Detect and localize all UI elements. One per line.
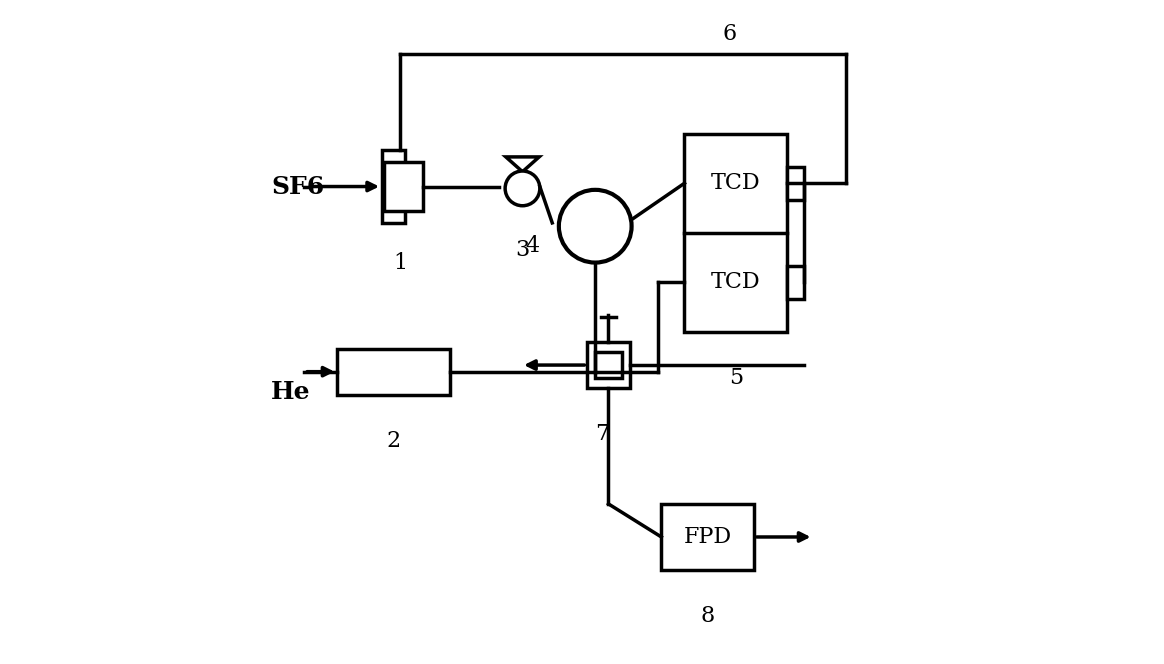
FancyBboxPatch shape bbox=[382, 150, 405, 223]
Text: FPD: FPD bbox=[683, 526, 732, 548]
FancyBboxPatch shape bbox=[661, 504, 754, 570]
Text: TCD: TCD bbox=[711, 172, 760, 195]
FancyBboxPatch shape bbox=[338, 349, 449, 395]
FancyBboxPatch shape bbox=[588, 342, 630, 388]
Circle shape bbox=[505, 171, 540, 206]
FancyBboxPatch shape bbox=[787, 266, 803, 299]
Text: 3: 3 bbox=[516, 239, 530, 261]
Text: He: He bbox=[271, 380, 311, 404]
Text: 2: 2 bbox=[386, 430, 400, 452]
Text: SF6: SF6 bbox=[271, 175, 325, 199]
Text: 7: 7 bbox=[595, 424, 609, 446]
Text: 1: 1 bbox=[393, 252, 407, 274]
Text: 5: 5 bbox=[729, 367, 743, 389]
FancyBboxPatch shape bbox=[684, 133, 787, 332]
Text: 6: 6 bbox=[722, 23, 736, 45]
FancyBboxPatch shape bbox=[787, 167, 803, 200]
Circle shape bbox=[559, 190, 632, 262]
Text: TCD: TCD bbox=[711, 272, 760, 293]
Text: 4: 4 bbox=[525, 235, 539, 257]
FancyBboxPatch shape bbox=[384, 162, 424, 211]
Polygon shape bbox=[506, 157, 539, 172]
Text: 8: 8 bbox=[701, 606, 715, 627]
FancyBboxPatch shape bbox=[595, 352, 622, 378]
